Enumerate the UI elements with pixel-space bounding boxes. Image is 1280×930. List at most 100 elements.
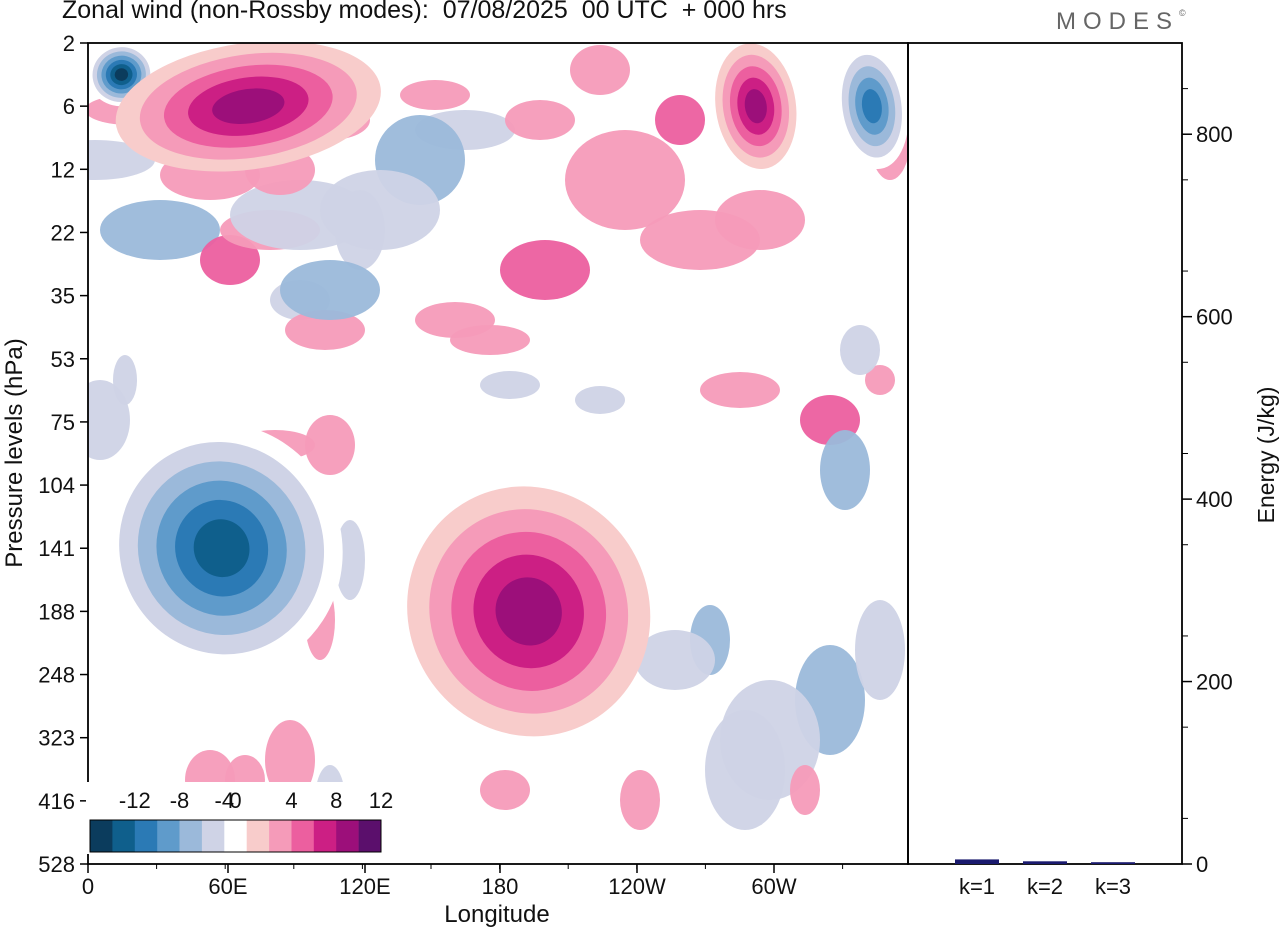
heatmap-field	[0, 43, 908, 835]
energy-tick-label: 200	[1196, 670, 1233, 695]
x-tick-label: 60E	[208, 874, 247, 899]
field-patch	[820, 430, 870, 510]
field-patch	[865, 365, 895, 395]
field-patch	[320, 170, 440, 250]
field-patch	[200, 235, 260, 285]
field-patch	[715, 190, 805, 250]
field-patch	[88, 380, 130, 460]
y-tick-label: 104	[38, 473, 75, 498]
x-tick-label: 60W	[751, 874, 796, 899]
field-contour	[495, 577, 562, 646]
y-tick-label: 323	[38, 726, 75, 751]
colorbar-border	[89, 819, 382, 853]
energy-bar	[955, 859, 999, 864]
y-tick-label: 6	[63, 94, 75, 119]
colorbar-swatch	[269, 820, 292, 852]
field-patch	[635, 630, 715, 690]
colorbar-swatch	[224, 820, 247, 852]
x-tick-label: 180	[482, 874, 519, 899]
field-patch	[480, 770, 530, 810]
field-patch	[700, 372, 780, 408]
colorbar-label: 4	[285, 788, 297, 813]
y-tick-label: 528	[38, 852, 75, 877]
y-tick-label: 22	[51, 220, 75, 245]
colorbar-label: 12	[369, 788, 393, 813]
chart-title: Zonal wind (non-Rossby modes): 07/08/202…	[62, 0, 787, 24]
colorbar-swatch	[201, 820, 225, 852]
field-contour	[861, 89, 882, 124]
heatmap-x-axis: 0 60E 120E 180 120W 60W	[82, 864, 844, 899]
colorbar-swatch	[90, 820, 113, 852]
field-patch	[100, 200, 220, 260]
y-tick-label: 248	[38, 663, 75, 688]
y-tick-label: 188	[38, 599, 75, 624]
energy-tick-label: 800	[1196, 122, 1233, 147]
x-tick-label: 120E	[339, 874, 390, 899]
brand-name: MODES	[1056, 8, 1180, 35]
y-axis-label: Pressure levels (hPa)	[1, 338, 28, 567]
field-patch	[265, 720, 315, 800]
field-patch	[400, 80, 470, 110]
field-patch	[565, 130, 685, 230]
field-patch	[655, 95, 705, 145]
energy-x-label: k=3	[1095, 874, 1131, 899]
energy-x-label: k=2	[1027, 874, 1063, 899]
field-patch	[335, 520, 365, 600]
colorbar-swatch	[179, 820, 203, 852]
field-patch	[480, 371, 540, 399]
field-patch	[0, 182, 70, 218]
energy-x-axis: k=1 k=2 k=3	[959, 874, 1131, 899]
x-axis-label: Longitude	[444, 901, 549, 928]
y-tick-label: 35	[51, 284, 75, 309]
energy-bar	[1091, 862, 1135, 864]
colorbar: -12 -8 -40 4 8 12	[86, 782, 393, 854]
colorbar-swatch	[157, 820, 180, 852]
energy-y-axis: 0 200 400 600 800	[1182, 88, 1233, 877]
field-patch	[285, 310, 365, 350]
field-patch	[305, 415, 355, 475]
colorbar-label: -4	[215, 788, 235, 813]
colorbar-label: -12	[119, 788, 151, 813]
colorbar-swatch	[246, 820, 270, 852]
y-tick-label: 53	[51, 347, 75, 372]
colorbar-label: 8	[330, 788, 342, 813]
colorbar-swatch	[134, 820, 158, 852]
field-patch	[450, 325, 530, 355]
colorbar-swatch	[291, 820, 315, 852]
field-contour	[744, 89, 767, 124]
x-tick-label: 120W	[608, 874, 666, 899]
colorbar-swatch	[313, 820, 337, 852]
field-patch	[790, 765, 820, 815]
field-patch	[505, 100, 575, 140]
heatmap-y-axis: 2 6 12 22 35 53 75 104 141 188 248 323 416 528	[38, 31, 88, 877]
field-contour	[114, 68, 129, 81]
colorbar-label: 0	[229, 788, 241, 813]
colorbar-swatch	[358, 820, 382, 852]
field-contour	[212, 88, 285, 124]
field-patch	[575, 386, 625, 414]
colorbar-label: -8	[170, 788, 190, 813]
y-tick-label: 416	[38, 789, 75, 814]
colorbar-swatch	[336, 820, 359, 852]
field-patch	[840, 325, 880, 375]
field-patch	[620, 770, 660, 830]
energy-bars	[955, 859, 1135, 864]
x-tick-label: 0	[82, 874, 94, 899]
field-patch	[855, 600, 905, 700]
y-tick-label: 75	[51, 410, 75, 435]
energy-tick-label: 400	[1196, 487, 1233, 512]
field-patch	[570, 45, 630, 95]
energy-x-label: k=1	[959, 874, 995, 899]
y-tick-label: 12	[51, 157, 75, 182]
energy-axis-label: Energy (J/kg)	[1253, 387, 1279, 524]
field-patch	[705, 710, 785, 830]
energy-bar	[1023, 861, 1067, 864]
field-contour	[193, 519, 250, 578]
y-tick-label: 2	[63, 31, 75, 56]
field-patch	[500, 240, 590, 300]
colorbar-swatch	[112, 820, 136, 852]
brand-logo: MODES©	[1056, 8, 1186, 36]
y-tick-label: 141	[38, 536, 75, 561]
